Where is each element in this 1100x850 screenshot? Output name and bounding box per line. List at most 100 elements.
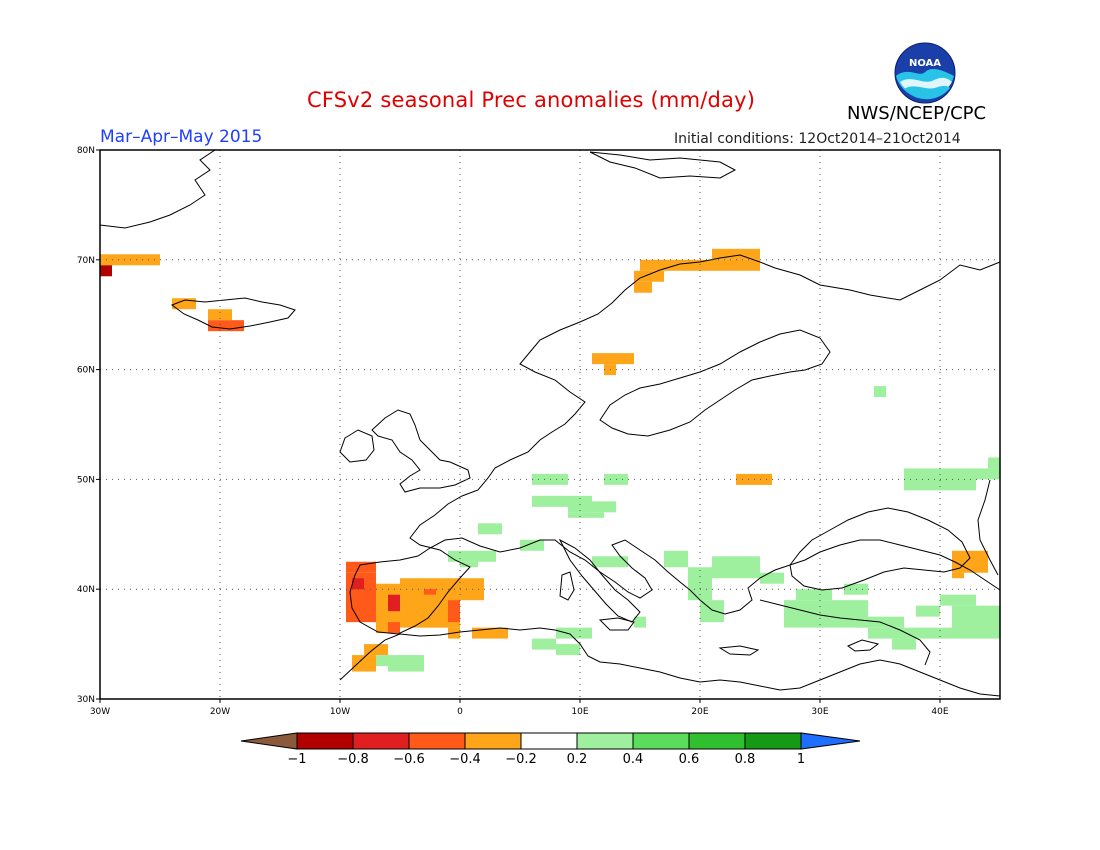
anomaly-cell [712,556,760,579]
anomaly-cell [868,627,892,639]
colorbar-swatch [744,732,802,750]
anomaly-cell [892,638,916,650]
initial-conditions: Initial conditions: 12Oct2014–21Oct2014 [674,131,961,147]
coastline-caspian [977,479,999,576]
chart-title: CFSv2 seasonal Prec anomalies (mm/day) [307,88,756,112]
anomaly-cell [346,561,376,573]
coastline-sardinia [559,571,575,601]
anomaly-cell [874,386,886,398]
map-axes: 30W 20W 10W 0 10E 20E 30E 40E 30N 40N 50N 60N 70N 80N [77,146,949,717]
anomaly-cell [520,539,544,551]
anomaly-cell [688,567,712,601]
coastline-anatolia [759,599,931,666]
anomaly-cell [364,644,388,656]
anomaly-cell [448,550,496,562]
coastline-ireland [339,429,375,463]
colorbar-swatch [408,732,466,750]
coastline-britain [371,409,471,493]
lon-tick-label: 30E [811,707,828,717]
svg-text:NOAA: NOAA [909,58,941,69]
anomaly-cell [388,622,400,634]
forecast-period: Mar–Apr–May 2015 [100,127,263,147]
lon-tick-label: 30W [90,707,110,717]
lon-tick-label: 40E [931,707,948,717]
agency-label: NWS/NCEP/CPC [847,103,987,124]
grid-lines [100,150,1000,699]
anomaly-cell [460,561,478,568]
coastline-svalbard [589,151,737,179]
anomaly-cell [388,655,424,672]
anomaly-cell [472,627,508,639]
lat-tick-label: 50N [77,475,95,485]
colorbar-label: 0.4 [623,752,644,767]
coastline-cyprus [846,639,880,652]
anomaly-cell [592,353,634,365]
colorbar-swatch [520,732,578,750]
anomaly-cell [424,589,436,595]
anomaly-cell [208,309,232,321]
coastline-iceland [170,297,296,330]
colorbar-label: −0.4 [449,752,481,767]
lat-tick-label: 60N [77,366,95,376]
coastlines [99,149,1001,697]
coastline-europe [349,254,1001,635]
anomaly-cell [352,578,364,590]
colorbar-swatch [296,732,354,750]
coastline-crete [718,645,760,656]
coastline-baltic [599,329,831,437]
colorbar-swatch [688,732,746,750]
coastline-north-africa [339,627,1001,697]
colorbar-label: 0.2 [567,752,588,767]
anomaly-cell [634,281,652,293]
anomaly-cell [208,320,244,332]
colorbar-label: 0.6 [679,752,700,767]
lon-tick-label: 20E [691,707,708,717]
coastline-italy [558,538,641,623]
colorbar-swatch [464,732,522,750]
anomaly-cells [100,248,1000,672]
anomaly-cell [976,468,1000,480]
anomaly-cell [172,298,196,310]
colorbar-swatch [576,732,634,750]
lon-tick-label: 10W [330,707,350,717]
lon-tick-label: 0 [457,707,463,717]
anomaly-cell [892,627,952,639]
lat-tick-label: 30N [77,695,95,705]
anomaly-cell [664,550,688,568]
colorbar-low-arrow [240,732,298,750]
anomaly-cell [640,259,760,271]
anomaly-cell [784,600,868,628]
anomaly-cell [634,270,664,282]
colorbar-high-arrow [800,732,861,750]
anomaly-cell [556,627,592,639]
anomaly-cell [556,644,580,656]
lat-tick-label: 70N [77,256,95,266]
anomaly-cell [376,655,388,667]
anomaly-cell [532,495,592,507]
anomaly-cell [760,572,784,584]
anomaly-cell [532,638,556,650]
colorbar-label: −0.2 [505,752,537,767]
anomaly-cell [448,600,460,623]
anomaly-cell [796,589,832,601]
lon-tick-label: 20W [210,707,230,717]
colorbar-label: −1 [287,752,306,767]
colorbar-label: −0.8 [337,752,369,767]
colorbar-label: 1 [797,752,805,767]
colorbar-swatch [352,732,410,750]
anomaly-cell [352,655,376,672]
coastline-black-sea [789,507,971,591]
noaa-logo: NOAA [894,42,956,104]
anomaly-cell [568,512,604,518]
colorbar-label: −0.6 [393,752,425,767]
anomaly-cell [592,556,628,568]
anomaly-cell [700,600,724,623]
anomaly-cell [952,605,1000,639]
coastline-greenland [99,149,225,229]
anomaly-cell [712,248,760,260]
anomaly-cell [988,457,1000,469]
lon-tick-label: 10E [571,707,588,717]
anomaly-cell [478,523,502,535]
anomaly-cell [634,616,646,628]
